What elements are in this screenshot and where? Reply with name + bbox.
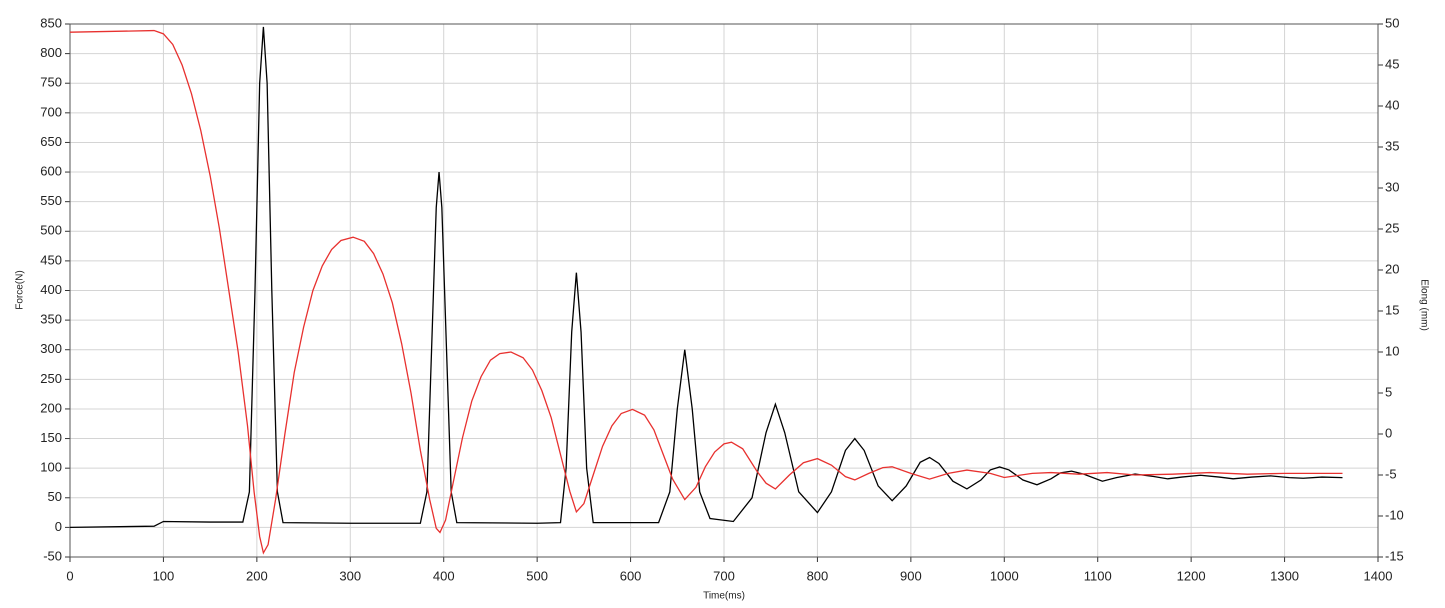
- y-tick-label: 300: [40, 341, 62, 356]
- y-tick-label: 50: [48, 489, 62, 504]
- x-tick-label: 800: [807, 568, 829, 583]
- y2-tick-label: 5: [1385, 384, 1392, 399]
- y2-tick-label: -10: [1385, 507, 1404, 522]
- y-tick-label: 200: [40, 400, 62, 415]
- x-tick-label: 100: [153, 568, 175, 583]
- y-tick-label: 0: [55, 519, 62, 534]
- y-tick-label: 850: [40, 15, 62, 30]
- x-tick-label: 400: [433, 568, 455, 583]
- y-tick-label: 500: [40, 223, 62, 238]
- y-tick-label: 700: [40, 104, 62, 119]
- y2-tick-label: 0: [1385, 425, 1392, 440]
- y2-tick-label: 20: [1385, 261, 1399, 276]
- y-tick-label: 600: [40, 163, 62, 178]
- y-tick-label: 750: [40, 75, 62, 90]
- y-tick-label: 350: [40, 312, 62, 327]
- data-line: [69, 26, 1343, 529]
- y-tick-label: 100: [40, 460, 62, 475]
- x-tick-label: 0: [66, 568, 73, 583]
- x-tick-label: 200: [246, 568, 268, 583]
- x-tick-label: 600: [620, 568, 642, 583]
- x-tick-label: 900: [900, 568, 922, 583]
- y-axis-label: Force(N): [15, 270, 26, 309]
- x-axis-label: Time(ms): [703, 591, 745, 602]
- y2-tick-label: 40: [1385, 97, 1399, 112]
- data-line: [69, 29, 1343, 555]
- y2-axis-label: Elong (mm): [1418, 279, 1429, 331]
- y2-tick-label: 10: [1385, 343, 1399, 358]
- y-tick-label: 550: [40, 193, 62, 208]
- y-tick-label: 800: [40, 45, 62, 60]
- y-tick-label: 450: [40, 252, 62, 267]
- x-tick-label: 1100: [1084, 568, 1112, 583]
- y2-tick-label: 35: [1385, 138, 1399, 153]
- y2-tick-label: 50: [1385, 15, 1399, 30]
- x-tick-label: 1000: [990, 568, 1019, 583]
- y2-tick-label: 25: [1385, 220, 1399, 235]
- y2-tick-label: 15: [1385, 302, 1399, 317]
- plot-frame: [69, 23, 1379, 558]
- x-tick-label: 300: [339, 568, 361, 583]
- x-tick-label: 700: [713, 568, 735, 583]
- y2-tick-label: 30: [1385, 179, 1399, 194]
- y-tick-label: 650: [40, 134, 62, 149]
- x-tick-label: 1200: [1177, 568, 1206, 583]
- y-tick-label: 150: [40, 430, 62, 445]
- y-tick-label: 250: [40, 371, 62, 386]
- x-tick-label: 1400: [1364, 568, 1393, 583]
- y-tick-label: -50: [43, 548, 62, 563]
- x-tick-label: 1300: [1270, 568, 1299, 583]
- y2-tick-label: 45: [1385, 56, 1399, 71]
- y2-tick-label: -15: [1385, 548, 1404, 563]
- y-tick-label: 400: [40, 282, 62, 297]
- x-tick-label: 500: [526, 568, 548, 583]
- y2-tick-label: -5: [1385, 466, 1397, 481]
